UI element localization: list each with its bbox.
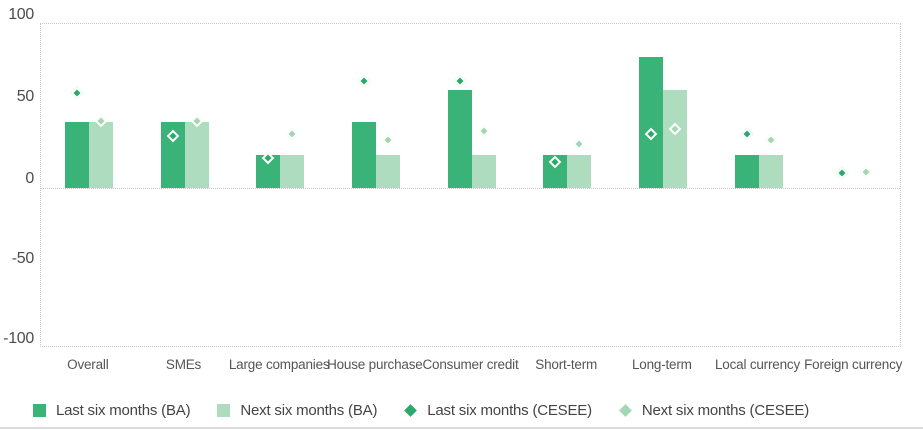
legend-item-last-six-months-cesee: Last six months (CESEE) — [404, 402, 592, 419]
bar-last-six-months-ba — [447, 89, 472, 188]
bar-next-six-months-ba — [184, 122, 209, 188]
legend-diamond-icon — [619, 403, 632, 417]
bar-next-six-months-ba — [662, 89, 687, 188]
bar-next-six-months-ba — [375, 155, 400, 188]
bar-next-six-months-ba — [88, 122, 113, 188]
bar-last-six-months-ba — [64, 122, 89, 188]
diamond-last-six-months-cesee — [453, 75, 466, 88]
gridline-0 — [41, 188, 900, 189]
y-axis-tick-label: -100 — [3, 330, 34, 347]
x-axis-category-label: Large companies — [228, 357, 330, 372]
x-axis-category-label: Local currency — [715, 357, 800, 372]
y-axis-tick-label: -50 — [11, 250, 35, 267]
bar-last-six-months-ba — [638, 56, 663, 188]
y-axis-tick-label: 50 — [16, 88, 35, 105]
bar-next-six-months-ba — [567, 155, 592, 188]
diamond-last-six-months-cesee — [835, 166, 849, 180]
legend-item-next-six-months-ba: Next six months (BA) — [217, 402, 377, 419]
legend-item-last-six-months-ba: Last six months (BA) — [33, 401, 191, 419]
diamond-next-six-months-cesee — [764, 134, 777, 147]
diamond-last-six-months-cesee — [70, 86, 84, 100]
bottom-divider — [0, 427, 923, 429]
x-axis-category-label: Short-term — [535, 357, 598, 372]
diamond-last-six-months-cesee — [357, 75, 371, 88]
legend-square-icon — [217, 403, 231, 417]
bar-last-six-months-ba — [351, 122, 376, 188]
x-axis-category-label: Long-term — [631, 357, 692, 372]
legend-item-next-six-months-cesee: Next six months (CESEE) — [619, 402, 809, 419]
x-axis-category-label: House purchase — [327, 357, 423, 372]
x-axis-category-label: SMEs — [165, 357, 202, 372]
diamond-next-six-months-cesee — [859, 165, 873, 178]
legend-label: Last six months (BA) — [56, 401, 191, 419]
x-axis-category-label: Consumer credit — [422, 357, 519, 372]
diamond-last-six-months-cesee — [740, 127, 753, 141]
diamond-next-six-months-cesee — [572, 137, 586, 151]
bar-next-six-months-ba — [758, 155, 783, 188]
legend-label: Last six months (CESEE) — [427, 401, 592, 419]
diamond-next-six-months-cesee — [381, 134, 395, 147]
diamond-next-six-months-cesee — [285, 127, 299, 141]
bar-next-six-months-ba — [280, 155, 305, 188]
legend-diamond-icon — [404, 403, 418, 417]
legend-square-icon — [33, 403, 46, 417]
x-axis-category-label: Overall — [67, 357, 109, 372]
legend: Last six months (BA) Next six months (BA)… — [33, 398, 809, 422]
plot-area — [40, 23, 901, 347]
y-axis-tick-label: 0 — [25, 170, 34, 187]
legend-label: Next six months (CESEE) — [641, 401, 809, 419]
diamond-next-six-months-cesee — [477, 124, 490, 137]
bar-last-six-months-ba — [734, 155, 759, 188]
y-axis-tick-label: 100 — [8, 6, 34, 23]
bar-next-six-months-ba — [471, 155, 496, 188]
x-axis-category-label: Foreign currency — [804, 357, 903, 372]
legend-label: Next six months (BA) — [240, 401, 378, 419]
